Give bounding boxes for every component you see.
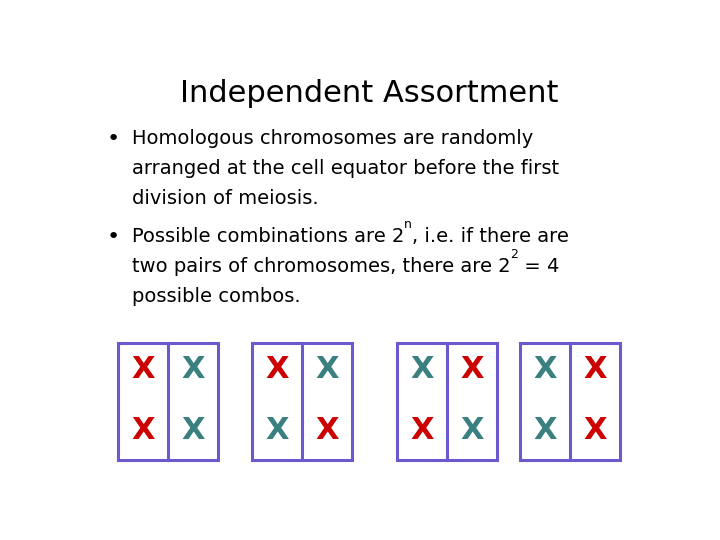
Text: X: X bbox=[315, 416, 339, 445]
Text: X: X bbox=[461, 355, 484, 384]
Text: X: X bbox=[265, 416, 289, 445]
Text: X: X bbox=[315, 355, 339, 384]
Text: X: X bbox=[583, 416, 607, 445]
Text: X: X bbox=[583, 355, 607, 384]
Text: X: X bbox=[181, 355, 205, 384]
Text: •: • bbox=[107, 129, 120, 149]
Text: division of meiosis.: division of meiosis. bbox=[132, 189, 318, 208]
Text: X: X bbox=[533, 416, 557, 445]
FancyBboxPatch shape bbox=[397, 343, 498, 460]
Text: X: X bbox=[131, 416, 155, 445]
Text: •: • bbox=[107, 227, 120, 247]
Text: n: n bbox=[404, 218, 412, 231]
FancyBboxPatch shape bbox=[252, 343, 352, 460]
FancyBboxPatch shape bbox=[118, 343, 218, 460]
Text: possible combos.: possible combos. bbox=[132, 287, 300, 306]
Text: arranged at the cell equator before the first: arranged at the cell equator before the … bbox=[132, 159, 559, 178]
Text: X: X bbox=[131, 355, 155, 384]
Text: X: X bbox=[410, 416, 433, 445]
Text: Independent Assortment: Independent Assortment bbox=[180, 79, 558, 109]
FancyBboxPatch shape bbox=[520, 343, 620, 460]
Text: X: X bbox=[533, 355, 557, 384]
Text: X: X bbox=[181, 416, 205, 445]
Text: Homologous chromosomes are randomly: Homologous chromosomes are randomly bbox=[132, 129, 533, 149]
Text: Possible combinations are 2: Possible combinations are 2 bbox=[132, 227, 404, 246]
Text: = 4: = 4 bbox=[518, 258, 559, 276]
Text: X: X bbox=[410, 355, 433, 384]
Text: two pairs of chromosomes, there are 2: two pairs of chromosomes, there are 2 bbox=[132, 258, 510, 276]
Text: , i.e. if there are: , i.e. if there are bbox=[412, 227, 569, 246]
Text: X: X bbox=[265, 355, 289, 384]
Text: X: X bbox=[461, 416, 484, 445]
Text: 2: 2 bbox=[510, 248, 518, 261]
